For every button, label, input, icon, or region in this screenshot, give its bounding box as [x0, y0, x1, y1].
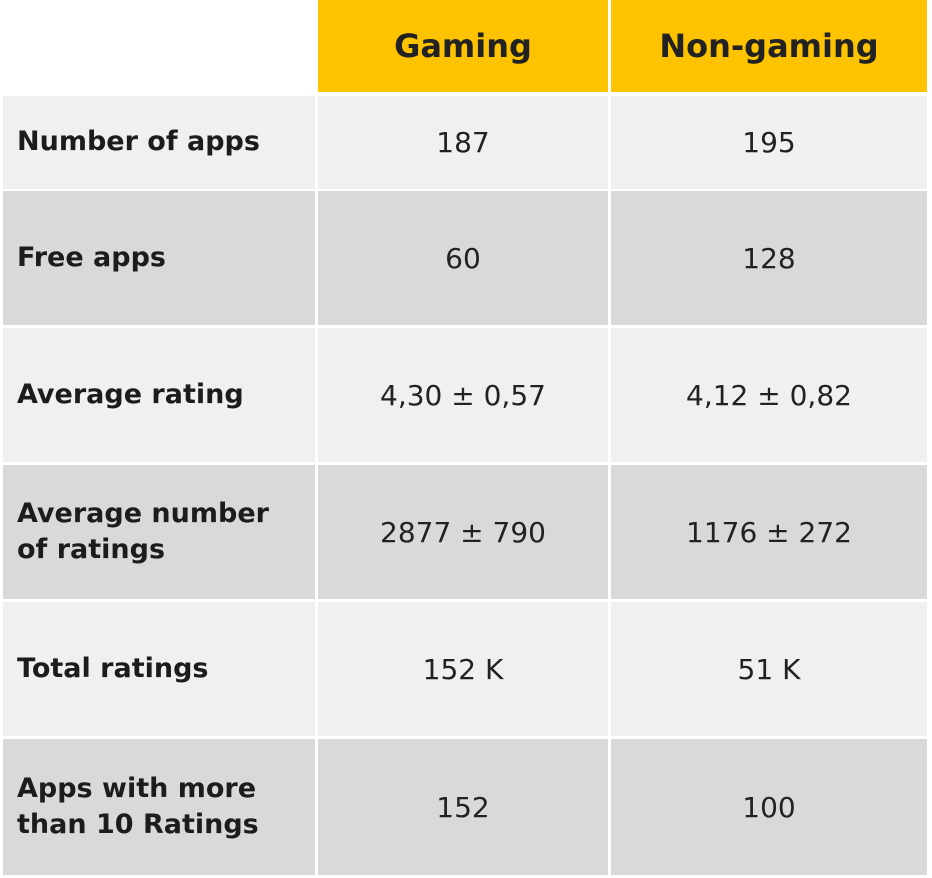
row-label: Average rating: [3, 328, 315, 462]
gaming-value: 2877 ± 790: [318, 465, 608, 599]
table-row: Average rating 4,30 ± 0,57 4,12 ± 0,82: [0, 328, 932, 462]
table-row: Number of apps 187 195: [0, 96, 932, 189]
gaming-value: 60: [318, 191, 608, 325]
row-label: Apps with more than 10 Ratings: [3, 739, 315, 875]
header-gaming: Gaming: [318, 0, 608, 92]
row-label: Free apps: [3, 191, 315, 325]
non-gaming-value: 100: [611, 739, 927, 875]
non-gaming-value: 1176 ± 272: [611, 465, 927, 599]
gaming-value: 187: [318, 96, 608, 189]
row-label: Total ratings: [3, 602, 315, 736]
table-row: Average number of ratings 2877 ± 790 117…: [0, 465, 932, 599]
row-label: Number of apps: [3, 96, 315, 189]
table-header: Gaming Non-gaming: [0, 0, 932, 94]
non-gaming-value: 51 K: [611, 602, 927, 736]
gaming-value: 152 K: [318, 602, 608, 736]
table-row: Total ratings 152 K 51 K: [0, 602, 932, 736]
header-non-gaming: Non-gaming: [611, 0, 927, 92]
non-gaming-value: 195: [611, 96, 927, 189]
non-gaming-value: 128: [611, 191, 927, 325]
non-gaming-value: 4,12 ± 0,82: [611, 328, 927, 462]
table-row: Free apps 60 128: [0, 191, 932, 325]
gaming-value: 152: [318, 739, 608, 875]
gaming-value: 4,30 ± 0,57: [318, 328, 608, 462]
table-row: Apps with more than 10 Ratings 152 100: [0, 739, 932, 875]
row-label: Average number of ratings: [3, 465, 315, 599]
